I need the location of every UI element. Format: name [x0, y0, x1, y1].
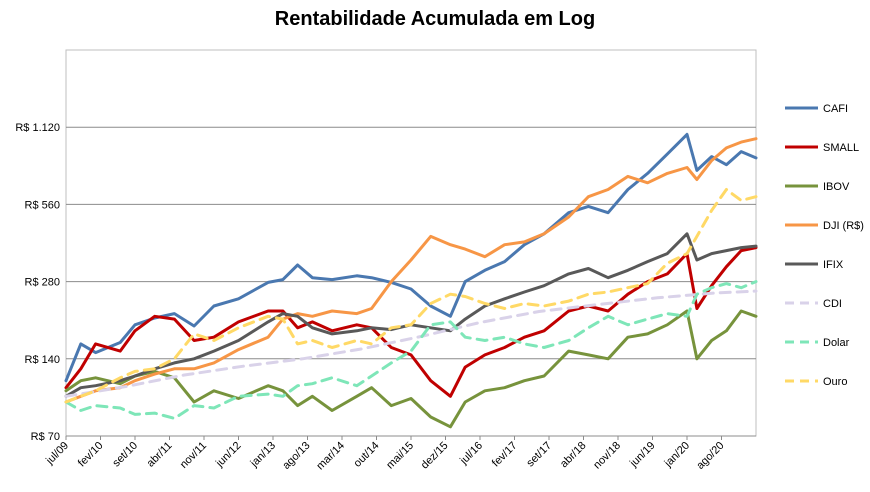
x-tick-label: dez/15 [419, 440, 451, 472]
x-tick-label: jan/13 [248, 440, 278, 470]
x-tick-label: fev/17 [490, 440, 520, 470]
x-tick-label: jul/09 [43, 440, 71, 468]
x-tick-label: mai/15 [384, 440, 416, 472]
series-lines [64, 132, 758, 429]
legend-label: CDI [823, 298, 842, 310]
x-tick-label: abr/11 [145, 440, 175, 470]
series-line-dji-r [64, 137, 758, 404]
series-line-ibov [64, 309, 758, 429]
x-tick-label: jan/20 [662, 440, 692, 470]
x-tick-label: set/10 [110, 440, 140, 470]
x-tick-label: ago/20 [694, 440, 726, 472]
legend-label: IFIX [823, 259, 844, 271]
x-tick-label: abr/18 [558, 440, 589, 471]
series-line-small [64, 246, 758, 398]
y-axis-ticks: R$ 70 R$ 140 R$ 280 R$ 560 R$ 1.120 [15, 122, 60, 443]
series-line-cafi [64, 132, 758, 383]
series-line-dolar [64, 280, 758, 420]
plot-area [65, 49, 757, 437]
y-tick-label: R$ 70 [31, 431, 60, 443]
legend: CAFI SMALL IBOV DJI (R$) IFIX CDI Dolar Ouro [785, 103, 864, 388]
y-tick-label: R$ 140 [25, 354, 60, 366]
legend-label: IBOV [823, 181, 850, 193]
x-axis-ticks: jul/09 fev/10 set/10 abr/11 nov/11 jun/12 jan/… [43, 436, 727, 473]
x-tick-label: nov/18 [591, 440, 623, 472]
x-tick-label: jun/12 [213, 440, 243, 470]
legend-label: Ouro [823, 376, 847, 388]
y-tick-label: R$ 280 [25, 277, 60, 289]
x-tick-label: fev/10 [76, 440, 106, 470]
series-line-ifix [64, 232, 758, 398]
y-tick-label: R$ 560 [25, 199, 60, 211]
y-tick-label: R$ 1.120 [15, 122, 60, 134]
x-tick-label: ago/13 [280, 440, 312, 472]
x-tick-label: nov/11 [178, 440, 209, 471]
x-tick-label: mar/14 [314, 440, 347, 473]
chart-title: Rentabilidade Acumulada em Log [274, 8, 596, 30]
legend-label: DJI (R$) [823, 220, 864, 232]
x-tick-label: set/17 [524, 440, 554, 470]
legend-label: Dolar [823, 337, 850, 349]
legend-label: CAFI [823, 103, 848, 115]
series-line-ouro [64, 188, 758, 404]
legend-label: SMALL [823, 142, 859, 154]
x-tick-label: jun/19 [627, 440, 657, 470]
x-tick-label: jul/16 [457, 440, 485, 468]
x-tick-label: out/14 [352, 440, 382, 470]
